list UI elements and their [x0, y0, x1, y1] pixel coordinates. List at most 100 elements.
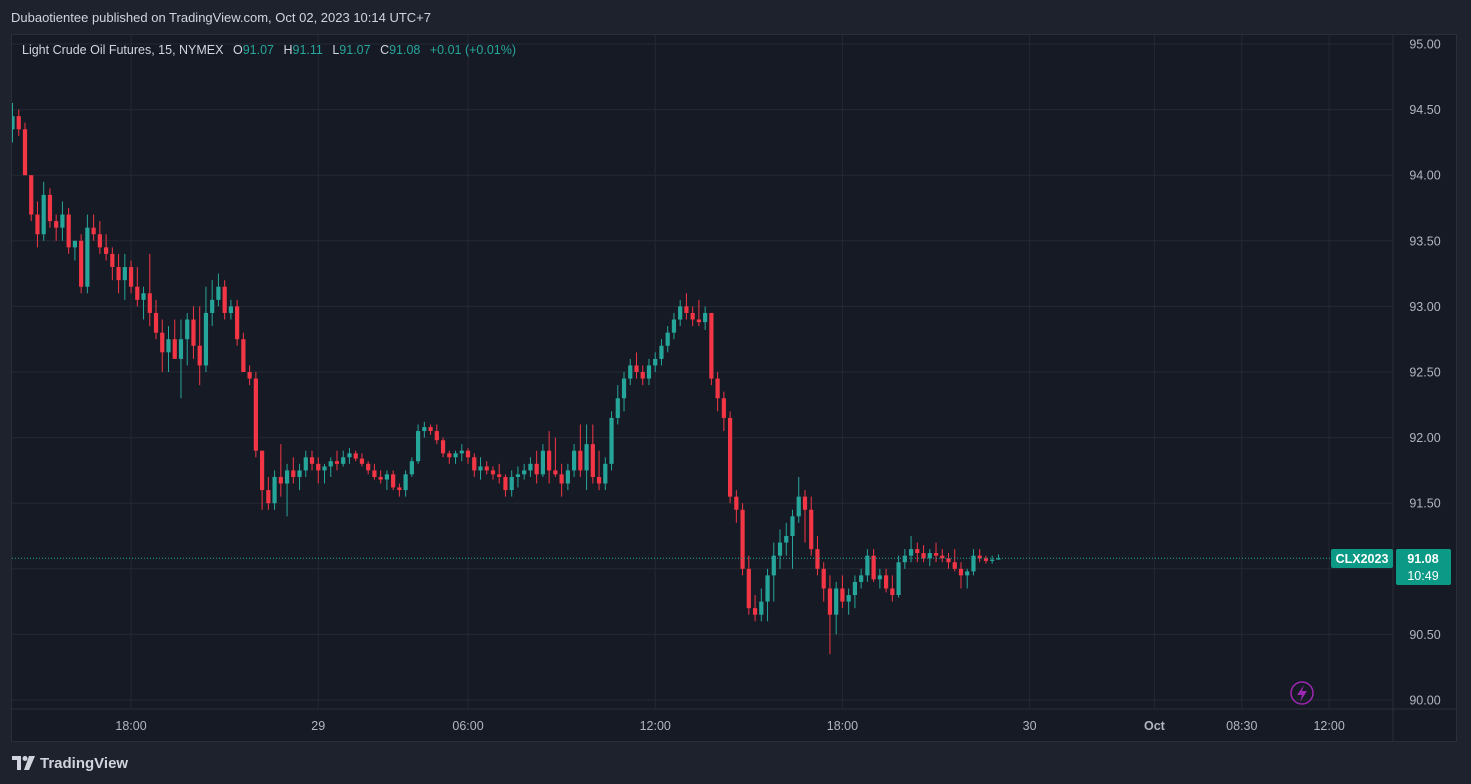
candle [640, 365, 645, 386]
candle [990, 555, 995, 564]
x-tick-label: 12:00 [640, 719, 671, 733]
candle [646, 358, 652, 386]
candle-body [453, 453, 458, 458]
candle-body [135, 286, 140, 300]
candle-body [278, 476, 283, 484]
x-tick-label: 29 [311, 719, 325, 733]
candle-body [216, 286, 221, 300]
candle-body [572, 450, 577, 471]
candle-body [72, 240, 77, 248]
low-value: 91.07 [339, 43, 371, 57]
price-axis[interactable]: 95.00 94.50 94.00 93.50 93.00 92.50 92.00 91.50… [1409, 38, 1440, 708]
time-axis[interactable]: 18:00 29 06:00 12:00 18:00 30 Oct 08:30 12:00 [115, 719, 1344, 733]
candle [971, 549, 976, 576]
candle [316, 457, 321, 484]
candle [172, 319, 177, 359]
x-tick-label: 12:00 [1313, 719, 1344, 733]
candle-body [191, 319, 196, 346]
candle [447, 450, 452, 464]
candle [97, 221, 102, 254]
candle-body [865, 555, 870, 576]
candle [721, 391, 726, 432]
candle-body [353, 453, 358, 459]
candle [759, 588, 764, 622]
candle [809, 496, 814, 556]
candle-body [128, 267, 134, 287]
candle-body [515, 474, 521, 477]
candle [927, 549, 932, 567]
candle [203, 286, 209, 372]
candle-body [665, 332, 670, 346]
candle-body [584, 444, 589, 471]
candle-body [172, 339, 177, 359]
candle-body [284, 470, 290, 484]
candle [110, 247, 115, 281]
candle-body [85, 227, 90, 287]
candle-body [203, 312, 209, 366]
candle-body [921, 553, 926, 559]
candlestick-chart[interactable]: 95.00 94.50 94.00 93.50 93.00 92.50 92.00 91.50… [12, 35, 1456, 741]
candle [996, 554, 1001, 560]
close-value: 91.08 [389, 43, 421, 57]
candle-body [66, 214, 71, 248]
candle [628, 358, 633, 386]
candle-body [35, 214, 40, 235]
candle-body [291, 470, 296, 477]
candle-body [834, 588, 839, 615]
candle [459, 444, 464, 462]
candle [821, 562, 826, 602]
candle-body [79, 240, 84, 287]
candle-body [534, 463, 539, 475]
candle-body [678, 306, 683, 320]
candle [771, 542, 776, 602]
candle [22, 122, 28, 176]
candle-body [97, 234, 102, 248]
candle-body [547, 450, 552, 471]
candle-body [690, 312, 695, 320]
candle [372, 463, 377, 480]
candle [572, 444, 577, 477]
open-label: O [232, 43, 243, 57]
x-tick-label: 18:00 [827, 719, 858, 733]
candle [877, 568, 882, 589]
candle-body [640, 372, 645, 379]
candle [403, 470, 408, 497]
candle-body [334, 461, 340, 464]
candle [228, 299, 233, 320]
candle [784, 522, 789, 556]
candle-body [160, 332, 165, 353]
candle-body [709, 312, 714, 379]
candle-body [478, 466, 483, 471]
candle-body [447, 453, 452, 458]
candle-body [815, 549, 820, 569]
lightning-icon[interactable] [1290, 681, 1314, 705]
tradingview-brand: TradingView [40, 754, 129, 772]
candle-body [715, 378, 720, 399]
candle [846, 588, 851, 615]
candle [409, 457, 414, 477]
candle-body [459, 450, 464, 454]
candle-body [509, 476, 514, 491]
high-label: H [283, 43, 293, 57]
candle-body [740, 509, 745, 569]
candle [578, 424, 583, 477]
candle-body [802, 496, 808, 510]
candle [746, 555, 751, 615]
candle-body [303, 457, 308, 471]
candle [977, 549, 982, 563]
candle-body [990, 559, 995, 561]
candle-body [559, 474, 564, 484]
y-tick-label: 93.50 [1409, 234, 1440, 248]
candle [615, 385, 620, 425]
candle-body [359, 458, 365, 464]
tradingview-logo[interactable]: TradingView [12, 755, 128, 772]
candle [752, 595, 758, 622]
candle [79, 234, 84, 294]
candle [241, 332, 246, 372]
candle-body [603, 463, 608, 484]
candle-body [759, 601, 764, 615]
candle-body [971, 555, 976, 572]
ohlc-legend: Light Crude Oil Futures, 15, NYMEX O91.0… [22, 43, 516, 57]
chart-frame[interactable]: 95.00 94.50 94.00 93.50 93.00 92.50 92.00 91.50… [11, 34, 1457, 742]
candle-body [22, 129, 28, 176]
